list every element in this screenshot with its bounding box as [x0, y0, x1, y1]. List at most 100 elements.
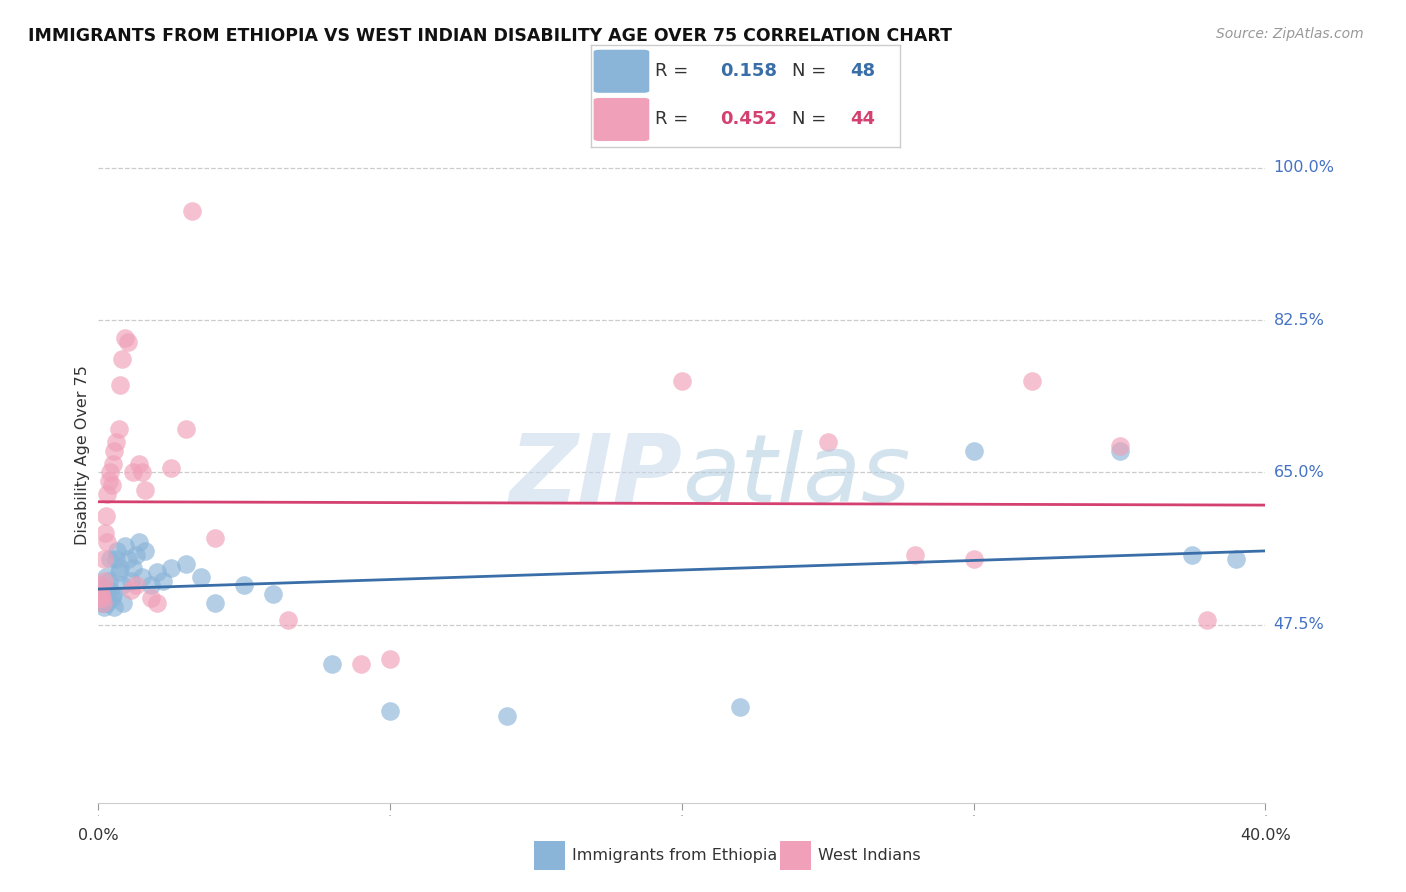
Point	[97, 474, 120, 488]
Point	[139, 578, 162, 592]
Point	[98, 552, 121, 566]
Text: N =: N =	[792, 111, 831, 128]
Point	[114, 330, 136, 344]
Text: N =: N =	[792, 62, 831, 80]
Point	[93, 574, 115, 588]
Point	[962, 552, 984, 566]
Point	[93, 596, 115, 610]
Text: R =: R =	[655, 62, 695, 80]
Point	[117, 334, 139, 349]
Point	[100, 591, 122, 606]
Point	[190, 570, 212, 584]
Point	[120, 574, 142, 588]
FancyBboxPatch shape	[593, 50, 650, 93]
Point	[90, 578, 112, 592]
Point	[96, 534, 118, 549]
Point	[93, 552, 115, 566]
Point	[103, 443, 125, 458]
Point	[139, 591, 162, 606]
Point	[98, 582, 121, 597]
Point	[125, 578, 148, 592]
Text: atlas: atlas	[682, 430, 910, 521]
Point	[94, 570, 117, 584]
Point	[350, 657, 373, 671]
Point	[104, 552, 127, 566]
Text: 0.452: 0.452	[720, 111, 778, 128]
Point	[1195, 613, 1218, 627]
Point	[146, 596, 169, 610]
Text: West Indians: West Indians	[818, 848, 921, 863]
Text: 47.5%: 47.5%	[1274, 617, 1324, 632]
Point	[817, 434, 839, 449]
Point	[105, 543, 128, 558]
Point	[94, 526, 117, 541]
Point	[174, 422, 197, 436]
Text: Source: ZipAtlas.com: Source: ZipAtlas.com	[1216, 27, 1364, 41]
Point	[134, 543, 156, 558]
Text: 100.0%: 100.0%	[1274, 161, 1334, 176]
Point	[131, 570, 153, 584]
Point	[90, 578, 112, 592]
Point	[96, 587, 118, 601]
Point	[96, 487, 118, 501]
Point	[122, 466, 145, 480]
Point	[90, 587, 112, 601]
Text: 0.158: 0.158	[720, 62, 778, 80]
Point	[730, 700, 752, 714]
Point	[89, 591, 111, 606]
Point	[110, 378, 132, 392]
Point	[378, 652, 402, 666]
Point	[108, 422, 131, 436]
Point	[160, 561, 183, 575]
Point	[117, 552, 139, 566]
Point	[1181, 548, 1204, 562]
Point	[100, 478, 122, 492]
Point	[108, 566, 131, 580]
Point	[128, 457, 150, 471]
Point	[97, 574, 120, 588]
Point	[1108, 443, 1130, 458]
Point	[204, 596, 226, 610]
Point	[114, 539, 136, 553]
Point	[96, 596, 118, 610]
Point	[904, 548, 927, 562]
Point	[110, 561, 132, 575]
Point	[134, 483, 156, 497]
Point	[174, 557, 197, 571]
Text: R =: R =	[655, 111, 695, 128]
Text: 48: 48	[851, 62, 876, 80]
Point	[94, 591, 117, 606]
Point	[146, 566, 169, 580]
Point	[104, 434, 127, 449]
Point	[91, 582, 114, 597]
Text: IMMIGRANTS FROM ETHIOPIA VS WEST INDIAN DISABILITY AGE OVER 75 CORRELATION CHART: IMMIGRANTS FROM ETHIOPIA VS WEST INDIAN …	[28, 27, 952, 45]
Point	[91, 596, 114, 610]
Point	[90, 587, 112, 601]
Point	[180, 204, 202, 219]
Point	[128, 534, 150, 549]
Point	[101, 587, 124, 601]
Point	[262, 587, 284, 601]
Point	[125, 548, 148, 562]
Point	[321, 657, 343, 671]
Point	[378, 705, 402, 719]
Point	[89, 591, 111, 606]
Point	[112, 596, 135, 610]
Point	[204, 531, 226, 545]
Point	[93, 600, 115, 615]
Point	[277, 613, 299, 627]
FancyBboxPatch shape	[593, 98, 650, 141]
Text: Immigrants from Ethiopia: Immigrants from Ethiopia	[572, 848, 778, 863]
Text: 65.0%: 65.0%	[1274, 465, 1324, 480]
Point	[160, 461, 183, 475]
Text: 82.5%: 82.5%	[1274, 312, 1324, 327]
Text: 44: 44	[851, 111, 876, 128]
Point	[495, 708, 517, 723]
Text: 0.0%: 0.0%	[79, 828, 118, 843]
Point	[122, 561, 145, 575]
Point	[111, 352, 134, 367]
Y-axis label: Disability Age Over 75: Disability Age Over 75	[75, 365, 90, 545]
Text: 40.0%: 40.0%	[1240, 828, 1291, 843]
Point	[90, 596, 112, 610]
Point	[233, 578, 256, 592]
